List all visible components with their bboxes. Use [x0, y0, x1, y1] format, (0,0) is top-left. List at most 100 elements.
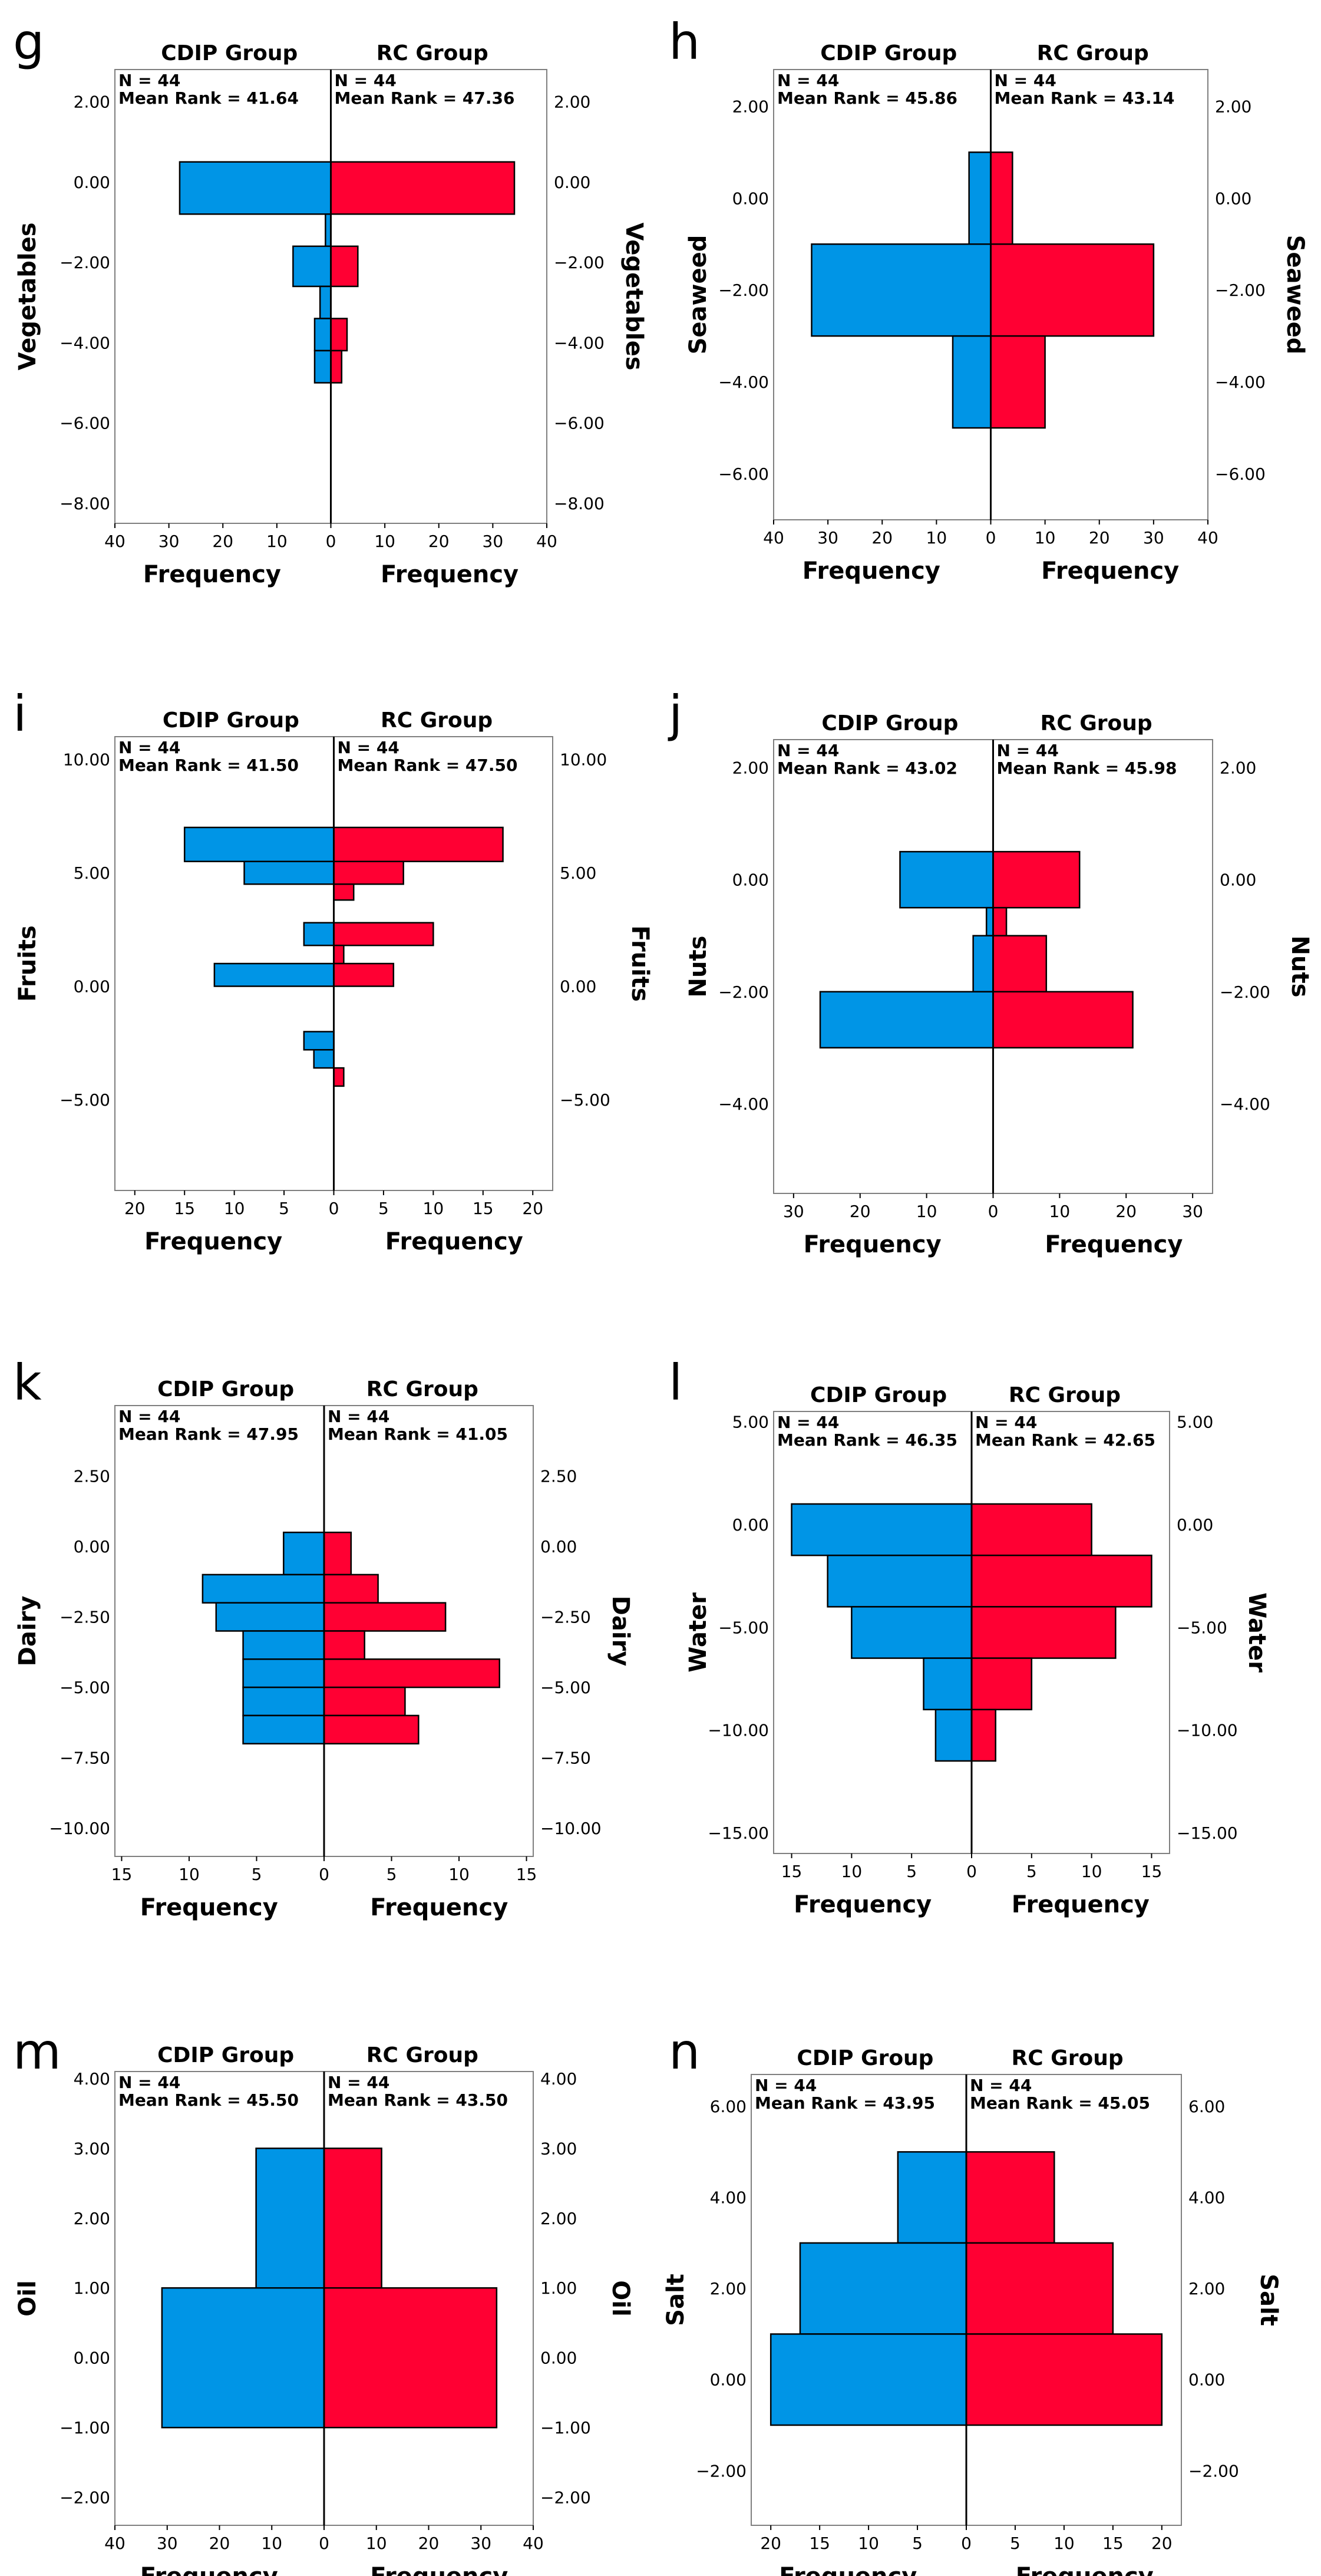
- bar-rc-1: [333, 860, 404, 885]
- bar-rc-0: [992, 850, 1081, 909]
- ytick-label-right: −15.00: [1177, 1823, 1238, 1843]
- ytick-label-right: −4.00: [554, 333, 605, 352]
- ylabel-right: Fruits: [626, 925, 653, 1002]
- xtick-label: 10: [841, 1862, 863, 1881]
- group-header-left: CDIP Group: [810, 1383, 947, 1407]
- ylabel-right: Oil: [607, 2280, 634, 2316]
- bar-rc-8: [333, 1067, 345, 1087]
- ytick-label-right: −2.50: [540, 1608, 591, 1627]
- bar-cdip-2: [952, 335, 992, 429]
- xtick-label: 30: [483, 532, 504, 551]
- ytick-label-right: −2.00: [540, 2488, 591, 2508]
- xtick-label: 10: [261, 2534, 282, 2553]
- n-label-right: N = 44: [975, 1413, 1037, 1432]
- ytick-label-left: 2.00: [74, 2209, 110, 2228]
- ytick-label-left: −2.00: [696, 2461, 747, 2481]
- bar-cdip-0: [897, 2151, 967, 2244]
- ytick-label-left: −15.00: [708, 1823, 769, 1843]
- bar-cdip-0: [183, 826, 335, 862]
- ytick-label-left: −5.00: [60, 1090, 110, 1110]
- xtick-label: 0: [961, 2534, 972, 2553]
- bar-cdip-1: [985, 906, 994, 936]
- ytick-label-left: 2.00: [732, 758, 769, 778]
- bar-cdip-3: [242, 1630, 325, 1660]
- ytick-label-left: 0.00: [74, 1537, 110, 1556]
- bar-cdip-1: [161, 2287, 325, 2429]
- group-header-left: CDIP Group: [821, 711, 958, 735]
- bar-rc-2: [970, 1606, 1117, 1659]
- xtick-label: 0: [986, 528, 996, 547]
- bar-rc-1: [992, 906, 1008, 936]
- xtick-label: 15: [174, 1199, 195, 1218]
- xtick-label: 10: [366, 2534, 387, 2553]
- ytick-label-right: 2.00: [1215, 97, 1251, 116]
- bar-cdip-3: [319, 285, 332, 319]
- mean-rank-right: Mean Rank = 43.50: [328, 2090, 508, 2110]
- bar-rc-5: [330, 349, 343, 384]
- bar-cdip-2: [972, 935, 994, 993]
- ytick-label-right: 0.00: [1215, 189, 1251, 208]
- bar-cdip-2: [215, 1602, 325, 1632]
- ytick-label-left: 1.00: [74, 2278, 110, 2298]
- xtick-label: 40: [1197, 528, 1218, 547]
- n-label-left: N = 44: [755, 2076, 817, 2095]
- ylabel-left: Water: [685, 1592, 712, 1673]
- xlabel-right: Frequency: [370, 2563, 508, 2576]
- ytick-label-right: 4.00: [1188, 2188, 1225, 2208]
- ylabel-left: Salt: [662, 2274, 689, 2326]
- n-label-left: N = 44: [777, 741, 839, 760]
- panel-label-k: k: [13, 1354, 42, 1411]
- ytick-label-right: 0.00: [1177, 1515, 1213, 1535]
- xtick-label: 30: [1143, 528, 1164, 547]
- n-label-right: N = 44: [328, 2073, 389, 2092]
- ytick-label-left: 2.00: [732, 97, 769, 116]
- n-label-right: N = 44: [997, 741, 1059, 760]
- group-header-right: RC Group: [377, 41, 488, 65]
- bar-rc-5: [323, 1686, 406, 1717]
- group-header-left: CDIP Group: [161, 41, 298, 65]
- xlabel-left: Frequency: [144, 1228, 282, 1255]
- mean-rank-right: Mean Rank = 41.05: [328, 1424, 508, 1444]
- xlabel-right: Frequency: [1041, 558, 1179, 585]
- ytick-label-left: 0.00: [732, 189, 769, 208]
- panel-label-i: i: [13, 685, 27, 743]
- xtick-label: 10: [224, 1199, 245, 1218]
- n-label-right: N = 44: [335, 71, 397, 90]
- n-label-right: N = 44: [328, 1407, 389, 1426]
- ytick-label-right: −6.00: [1215, 464, 1266, 484]
- ytick-label-right: −10.00: [540, 1819, 602, 1838]
- bar-rc-1: [323, 2287, 498, 2429]
- ytick-label-left: −6.00: [718, 464, 769, 484]
- group-header-right: RC Group: [1009, 1383, 1121, 1407]
- ytick-label-left: 0.00: [732, 870, 769, 890]
- bar-cdip-1: [202, 1574, 325, 1604]
- bar-cdip-0: [791, 1503, 973, 1556]
- xtick-label: 5: [1026, 1862, 1037, 1881]
- bar-rc-4: [970, 1708, 996, 1762]
- bar-rc-1: [990, 243, 1155, 337]
- bar-rc-0: [970, 1503, 1092, 1556]
- ytick-label-left: 5.00: [74, 863, 110, 883]
- ytick-label-left: 0.00: [74, 173, 110, 192]
- ytick-label-left: 5.00: [732, 1412, 769, 1432]
- xtick-label: 30: [158, 532, 180, 551]
- xtick-label: 10: [1049, 1202, 1071, 1221]
- ytick-label-right: 1.00: [540, 2278, 577, 2298]
- xtick-label: 10: [448, 1865, 470, 1884]
- ytick-label-right: −5.00: [560, 1090, 610, 1110]
- ytick-label-right: −8.00: [554, 494, 605, 513]
- mean-rank-right: Mean Rank = 47.50: [338, 756, 518, 775]
- bar-cdip-3: [923, 1657, 973, 1711]
- xtick-label: 10: [374, 532, 395, 551]
- xlabel-right: Frequency: [381, 561, 519, 588]
- bar-cdip-0: [283, 1531, 325, 1576]
- mean-rank-left: Mean Rank = 47.95: [118, 1424, 299, 1444]
- n-label-left: N = 44: [118, 71, 180, 90]
- group-header-right: RC Group: [1041, 711, 1152, 735]
- group-header-right: RC Group: [366, 1377, 478, 1401]
- bar-cdip-3: [819, 991, 994, 1049]
- bar-rc-6: [323, 1714, 420, 1744]
- bar-cdip-1: [799, 2242, 967, 2335]
